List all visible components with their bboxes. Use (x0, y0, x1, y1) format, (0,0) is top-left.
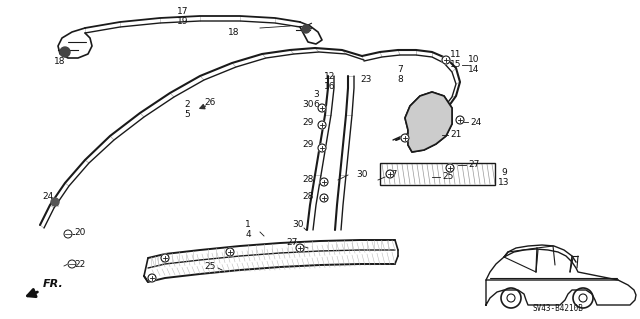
Text: 29: 29 (302, 118, 314, 127)
Text: 12
16: 12 16 (324, 72, 336, 91)
Text: 17
19: 17 19 (177, 7, 189, 26)
Text: 25: 25 (442, 172, 454, 181)
Text: 20: 20 (74, 228, 86, 237)
Text: 24: 24 (470, 118, 482, 127)
Circle shape (64, 230, 72, 238)
Text: 30: 30 (292, 220, 304, 229)
Circle shape (320, 194, 328, 202)
Text: 9
13: 9 13 (499, 168, 509, 187)
Circle shape (446, 164, 454, 172)
Text: 18: 18 (228, 28, 240, 37)
Text: 24: 24 (42, 192, 54, 201)
Circle shape (456, 116, 464, 124)
Circle shape (68, 260, 76, 268)
Text: 11
15: 11 15 (451, 50, 461, 69)
Circle shape (318, 144, 326, 152)
Text: 22: 22 (74, 260, 86, 269)
Text: 27: 27 (286, 238, 298, 247)
Text: 30: 30 (356, 170, 368, 179)
Text: 1
4: 1 4 (245, 220, 251, 239)
Circle shape (65, 231, 71, 237)
Circle shape (401, 134, 409, 142)
Text: 26: 26 (204, 98, 216, 107)
Circle shape (296, 244, 304, 252)
Text: FR.: FR. (43, 279, 64, 289)
Text: 27: 27 (468, 160, 480, 169)
Text: 2
5: 2 5 (184, 100, 190, 119)
Circle shape (442, 56, 450, 64)
Polygon shape (405, 92, 452, 152)
Circle shape (161, 254, 169, 262)
Text: 10
14: 10 14 (468, 55, 480, 74)
Text: 28: 28 (302, 192, 314, 201)
Circle shape (386, 170, 394, 178)
Text: 18: 18 (54, 57, 66, 66)
Circle shape (51, 198, 59, 206)
Circle shape (318, 104, 326, 112)
Text: 21: 21 (451, 130, 461, 139)
Text: 28: 28 (302, 175, 314, 184)
Circle shape (302, 25, 310, 33)
Circle shape (320, 178, 328, 186)
Text: 7
8: 7 8 (397, 65, 403, 84)
Text: 3
6: 3 6 (313, 90, 319, 109)
Text: 29: 29 (302, 140, 314, 149)
Text: 25: 25 (204, 262, 216, 271)
Circle shape (318, 121, 326, 129)
Circle shape (60, 47, 70, 57)
Text: 27: 27 (387, 170, 397, 179)
Bar (380, 163, 495, 185)
Circle shape (148, 274, 156, 282)
Circle shape (226, 248, 234, 256)
Text: SV43-B4210B: SV43-B4210B (532, 304, 583, 313)
Text: 30: 30 (302, 100, 314, 109)
Text: 23: 23 (360, 75, 372, 84)
